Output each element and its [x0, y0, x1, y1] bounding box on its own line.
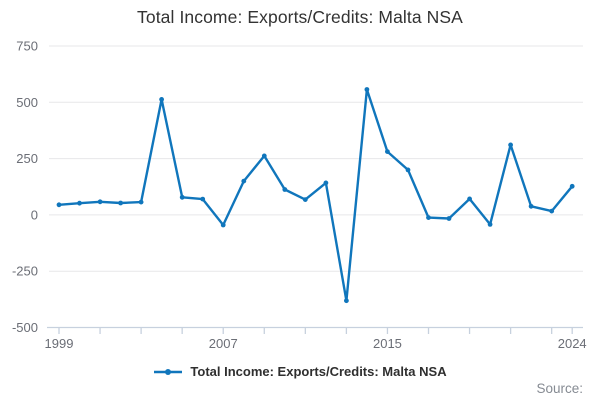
data-point — [282, 187, 288, 192]
data-point — [220, 222, 226, 228]
data-point — [385, 149, 390, 155]
y-tick-label: 0 — [31, 207, 38, 222]
y-tick-label: 500 — [16, 95, 38, 110]
data-point — [528, 203, 534, 209]
data-point — [569, 183, 575, 189]
x-tick-label: 2007 — [209, 336, 238, 351]
data-point — [426, 215, 431, 221]
data-point — [364, 87, 370, 92]
data-point — [344, 298, 349, 304]
x-tick-label: 2015 — [373, 336, 402, 351]
legend-label: Total Income: Exports/Credits: Malta NSA — [190, 364, 447, 379]
legend-line-sample — [154, 368, 183, 375]
y-tick-label: -250 — [12, 264, 38, 279]
data-point — [446, 216, 452, 221]
data-point — [467, 196, 472, 202]
data-point — [508, 142, 513, 148]
data-point — [77, 200, 82, 206]
data-point — [200, 196, 206, 202]
data-point — [118, 200, 123, 206]
legend-item[interactable]: Total Income: Exports/Credits: Malta NSA — [0, 364, 600, 379]
x-tick-label: 2024 — [558, 336, 587, 351]
chart-title: Total Income: Exports/Credits: Malta NSA — [137, 7, 463, 27]
data-point — [179, 194, 185, 200]
data-point — [323, 180, 329, 186]
series-line — [57, 88, 574, 302]
data-point — [487, 222, 493, 227]
data-point — [241, 178, 247, 184]
data-point — [405, 167, 411, 173]
data-point — [261, 153, 267, 159]
data-point — [56, 202, 62, 208]
x-tick-label: 1999 — [45, 336, 74, 351]
y-tick-label: 250 — [16, 151, 38, 166]
line-chart-plot: 750 500 250 0 -250 -500 1999 2007 2015 2024 — [12, 39, 587, 352]
data-point — [159, 97, 165, 102]
data-point — [138, 199, 144, 205]
data-point — [97, 199, 103, 205]
data-point — [549, 208, 555, 214]
y-tick-label: -500 — [12, 320, 38, 335]
source-label: Source: — [536, 381, 583, 396]
data-point — [302, 197, 308, 203]
y-tick-label: 750 — [16, 39, 38, 54]
